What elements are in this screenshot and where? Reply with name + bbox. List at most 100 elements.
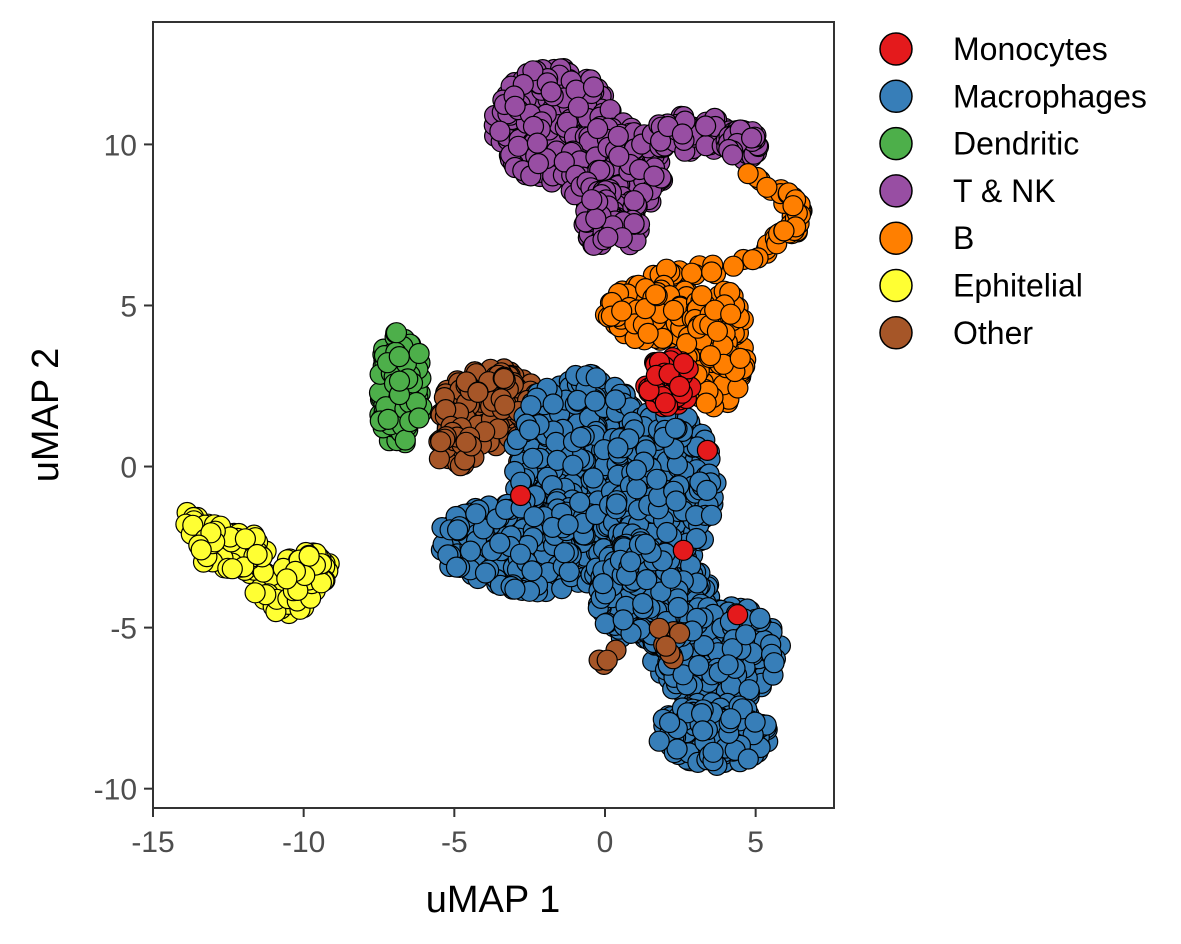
data-point (632, 592, 654, 615)
data-point (672, 539, 694, 561)
data-point (594, 612, 616, 635)
data-point (489, 120, 511, 142)
y-tick-label: 10 (104, 129, 137, 162)
data-point (671, 123, 694, 145)
legend-label: Macrophages (953, 78, 1147, 114)
y-tick-label: 0 (120, 452, 137, 485)
legend-item: Monocytes (879, 31, 1108, 67)
data-point (526, 132, 549, 154)
data-point (696, 479, 718, 501)
data-point (648, 730, 670, 752)
data-point (612, 609, 634, 631)
data-point (637, 322, 659, 344)
data-point (721, 144, 744, 166)
legend-key-circle (879, 126, 913, 161)
data-point (562, 454, 584, 476)
data-point (507, 135, 530, 157)
legend-key-circle (879, 174, 913, 208)
y-axis-title: uMAP 2 (25, 348, 67, 482)
data-point (700, 504, 723, 526)
data-point (654, 392, 676, 414)
data-point (582, 76, 605, 98)
data-point (735, 624, 757, 646)
data-point (636, 568, 658, 591)
data-point (666, 738, 688, 760)
data-point (489, 532, 511, 554)
data-point (509, 543, 532, 565)
data-point (596, 649, 618, 671)
data-point (408, 407, 430, 429)
data-point (773, 220, 795, 242)
data-point (558, 560, 580, 583)
legend-item: Other (879, 315, 1033, 351)
data-point (447, 519, 469, 541)
data-point (276, 568, 298, 590)
data-point (494, 394, 516, 416)
data-point (504, 578, 526, 600)
data-point (221, 558, 243, 580)
legend-label: Ephitelial (953, 268, 1083, 304)
data-point (585, 367, 607, 389)
data-point (582, 467, 604, 489)
x-axis-title: uMAP 1 (426, 879, 560, 921)
data-point (620, 551, 642, 573)
data-point (504, 95, 526, 117)
data-point (717, 654, 739, 676)
data-point (626, 478, 648, 500)
data-point (623, 190, 645, 212)
data-point (702, 741, 724, 763)
data-point (722, 255, 745, 277)
data-point (455, 431, 477, 453)
data-point (737, 163, 759, 185)
data-point (581, 189, 603, 211)
legend-item: T & NK (879, 173, 1056, 209)
data-point (408, 342, 430, 365)
data-point (681, 262, 703, 284)
data-point (430, 431, 452, 453)
data-point (518, 419, 541, 441)
data-point (645, 284, 667, 306)
data-point (604, 389, 627, 411)
data-point (744, 711, 766, 733)
data-point (706, 320, 729, 342)
y-axis: -10 -5 0 5 10 (94, 129, 153, 807)
data-point (665, 490, 687, 512)
data-point (662, 299, 685, 321)
y-tick-label: 5 (120, 290, 137, 323)
data-point (377, 408, 399, 430)
legend-label: Dendritic (953, 126, 1079, 162)
legend-key-circle (879, 79, 913, 114)
data-point (646, 468, 668, 490)
data-point (749, 607, 771, 629)
data-point (729, 347, 751, 369)
data-point (474, 562, 497, 584)
data-point (656, 521, 678, 544)
data-point (557, 513, 579, 536)
data-point (699, 345, 722, 367)
x-tick-label: -5 (441, 826, 468, 859)
scatter-points (175, 57, 813, 777)
data-point (394, 429, 416, 451)
data-point (688, 654, 710, 677)
data-point (521, 560, 543, 582)
data-point (465, 503, 487, 525)
data-point (585, 208, 607, 230)
data-point (553, 151, 575, 173)
x-axis: -15 -10 -5 0 5 (131, 808, 764, 859)
data-point (586, 117, 609, 140)
data-point (672, 352, 695, 375)
data-point (634, 533, 657, 555)
data-point (570, 426, 592, 448)
data-point (527, 153, 550, 175)
data-point (756, 176, 778, 198)
data-point (385, 322, 408, 344)
data-point (509, 484, 532, 507)
data-point (700, 261, 723, 283)
data-point (607, 125, 629, 147)
data-point (388, 370, 411, 392)
data-point (388, 346, 410, 368)
data-point (467, 381, 489, 403)
data-point (611, 300, 633, 322)
data-point (695, 392, 717, 414)
